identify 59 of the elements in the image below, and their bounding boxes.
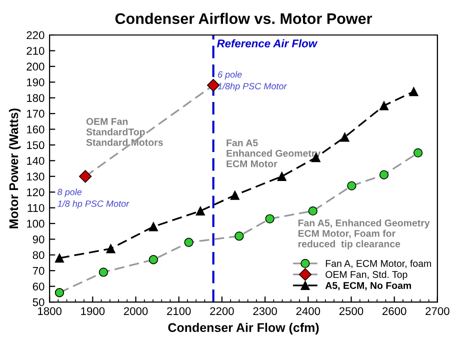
point [347,181,356,190]
point [308,206,318,216]
y-tick-label: 190 [27,78,44,86]
x-tick-label: 2600 [382,307,406,316]
x-tick-label: 1800 [38,307,62,316]
ref-line-label: Reference Air Flow [216,39,318,48]
y-tick-label: 160 [27,126,44,134]
point [409,86,418,96]
point [184,238,194,247]
y-tick-label: 110 [28,204,44,212]
y-tick-label: 200 [26,62,44,71]
y-tick-label: 180 [27,94,44,102]
x-axis-title: Condenser Air Flow (cfm) [168,322,319,334]
y-tick-label: 50 [32,298,44,306]
x-tick-label: 2100 [167,307,191,316]
y-tick-label: 140 [27,156,44,165]
annotation: 6 pole 1/8hp PSC Motor [218,71,288,92]
y-tick-label: 70 [32,266,44,275]
y-tick-label: 80 [32,251,44,260]
y-tick-label: 170 [27,110,44,118]
y-tick-label: 60 [32,282,44,290]
y-tick-label: 220 [26,31,44,40]
point [54,253,64,263]
annotation: 8 pole 1/8 hp PSC Motor [58,188,130,209]
point [234,231,244,241]
y-tick-label: 150 [27,141,44,150]
point [106,244,116,254]
y-tick-label: 120 [27,188,44,196]
x-tick-label: 2700 [426,307,450,316]
x-tick-label: 2400 [296,307,320,316]
legend-label: OEM Fan, Std. Top [326,270,408,280]
y-tick-label: 130 [27,172,44,181]
x-tick-label: 1900 [81,307,105,316]
point [148,222,158,232]
point [413,148,423,158]
point [379,170,389,180]
legend-label: Fan A, ECM Motor, foam [326,260,431,268]
x-tick-label: 2200 [210,307,234,316]
y-axis-title: Motor Power (Watts) [8,108,21,228]
point [265,214,274,224]
point [98,268,108,277]
chart-title: Condenser Airflow vs. Motor Power [115,12,372,24]
legend-label: A5, ECM, No Foam [325,282,411,290]
x-tick-label: 2000 [124,307,148,316]
point [79,170,92,183]
x-tick-label: 2300 [253,307,277,316]
point [379,101,389,110]
point [340,132,350,142]
x-tick-label: 2500 [339,307,364,316]
y-tick-label: 210 [26,46,44,55]
y-tick-label: 90 [32,235,44,244]
annotation: OEM Fan StandardTop Standard Motors [86,118,163,146]
point [230,190,240,200]
y-tick-label: 100 [27,220,44,228]
point [148,255,158,264]
point [277,172,286,181]
point [196,206,205,216]
point [54,288,64,298]
annotation: Fan A5, Enhanced Geometry ECM Motor, Foam for reduced tip clearance [298,219,430,250]
